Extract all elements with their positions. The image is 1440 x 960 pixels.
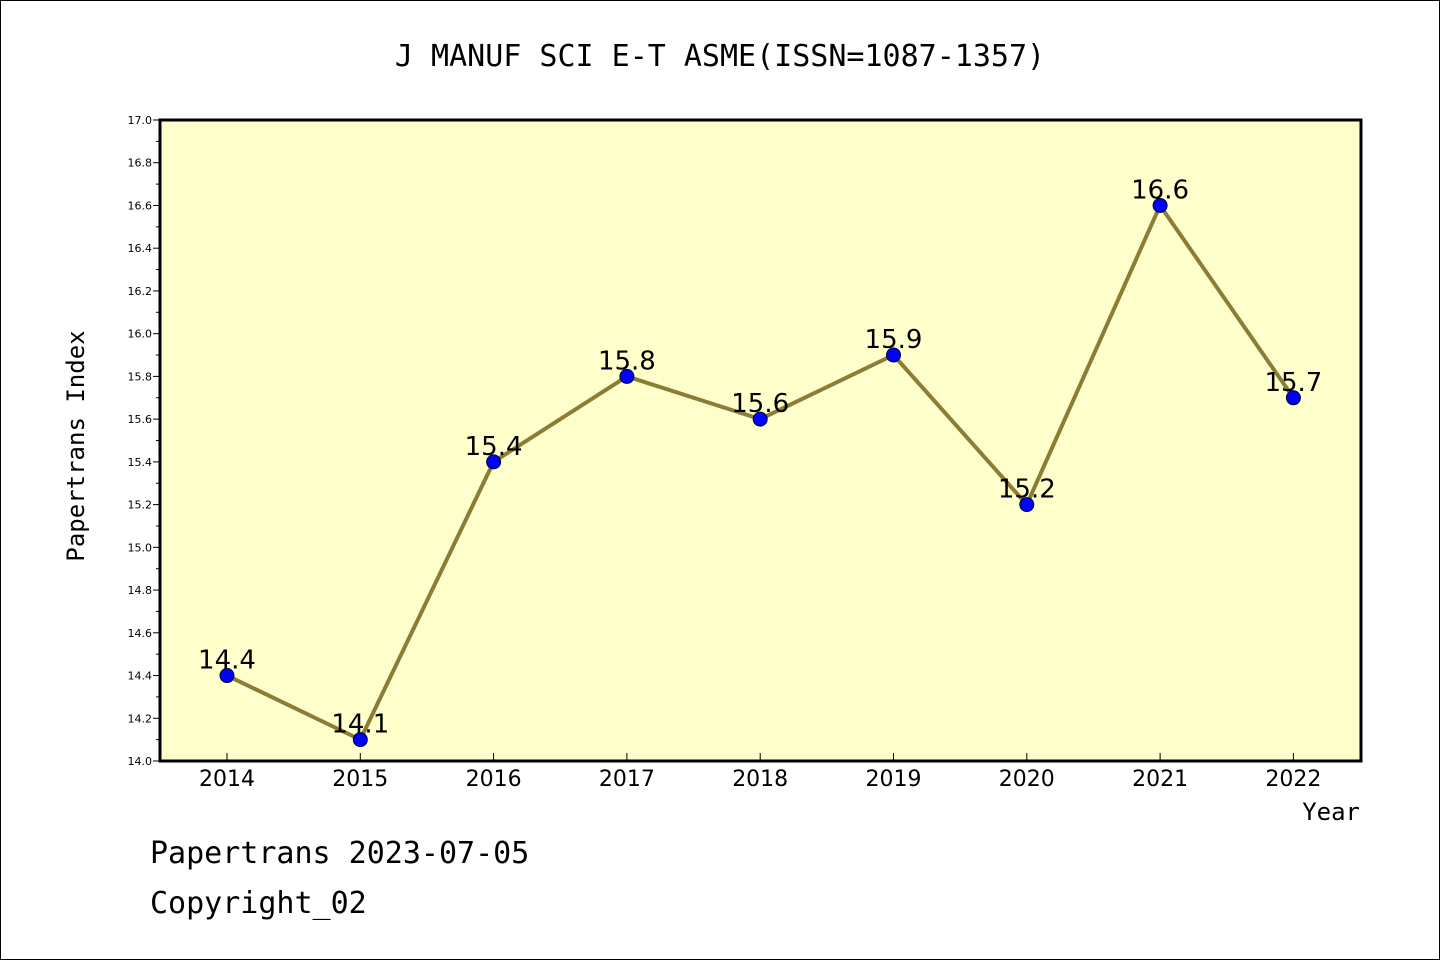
x-tick-label: 2020 (999, 767, 1055, 792)
data-label: 16.6 (1131, 175, 1189, 205)
data-label: 15.9 (865, 325, 923, 355)
data-label: 15.2 (998, 475, 1056, 505)
y-tick-label: 15.8 (128, 370, 153, 383)
x-tick-label: 2022 (1265, 767, 1321, 792)
y-tick-label: 16.0 (128, 328, 153, 341)
data-label: 15.4 (465, 432, 523, 462)
footer-date: Papertrans 2023-07-05 (150, 836, 530, 871)
x-tick-label: 2015 (332, 767, 388, 792)
data-point (219, 668, 235, 684)
data-labels: 14.4 14.1 15.4 15.8 15.6 15.9 15.2 16.6 15.7 (198, 175, 1322, 739)
y-tick-label: 14.0 (128, 755, 153, 768)
x-axis-ticks: 2014 2015 2016 2017 2018 2019 2020 2021 2022 (199, 753, 1321, 792)
y-tick-label: 15.0 (128, 541, 153, 554)
data-label: 15.6 (731, 389, 789, 419)
series (219, 197, 1301, 748)
y-tick-label: 16.6 (128, 199, 153, 212)
data-point (1019, 497, 1035, 513)
plot-area (160, 120, 1361, 761)
y-tick-label: 14.2 (128, 712, 153, 725)
data-point (352, 732, 368, 748)
y-tick-label: 14.8 (128, 584, 153, 597)
y-tick-label: 17.0 (128, 114, 153, 127)
data-point (486, 454, 502, 470)
x-axis-label: Year (1302, 798, 1360, 826)
data-point (619, 368, 635, 384)
y-tick-label: 14.4 (128, 670, 153, 683)
x-tick-label: 2016 (466, 767, 522, 792)
y-axis-ticks: 14.0 14.2 14.4 14.6 14.8 15.0 15.2 15.4 15.6 15.8… (128, 114, 160, 768)
data-label: 14.4 (198, 646, 256, 676)
y-tick-label: 16.2 (128, 285, 153, 298)
y-tick-label: 16.8 (128, 157, 153, 170)
plot-border (158, 118, 1363, 763)
data-point (1285, 390, 1301, 406)
chart-title: J MANUF SCI E-T ASME(ISSN=1087-1357) (395, 39, 1045, 74)
data-point (1152, 197, 1168, 213)
y-axis-label: Papertrans Index (62, 330, 90, 561)
y-tick-label: 15.2 (128, 499, 153, 512)
data-point (886, 347, 901, 363)
footer-copyright: Copyright_02 (150, 886, 367, 921)
data-label: 15.7 (1264, 368, 1322, 398)
y-tick-label: 15.6 (128, 413, 153, 426)
data-label: 14.1 (331, 710, 389, 740)
x-tick-label: 2014 (199, 767, 255, 792)
x-tick-label: 2019 (866, 767, 922, 792)
x-tick-label: 2021 (1132, 767, 1188, 792)
x-tick-label: 2017 (599, 767, 655, 792)
data-label: 15.8 (598, 346, 656, 376)
data-point (752, 411, 768, 427)
y-tick-label: 15.4 (128, 456, 153, 469)
x-tick-label: 2018 (732, 767, 788, 792)
y-tick-label: 16.4 (128, 242, 153, 255)
y-tick-label: 14.6 (128, 627, 153, 640)
